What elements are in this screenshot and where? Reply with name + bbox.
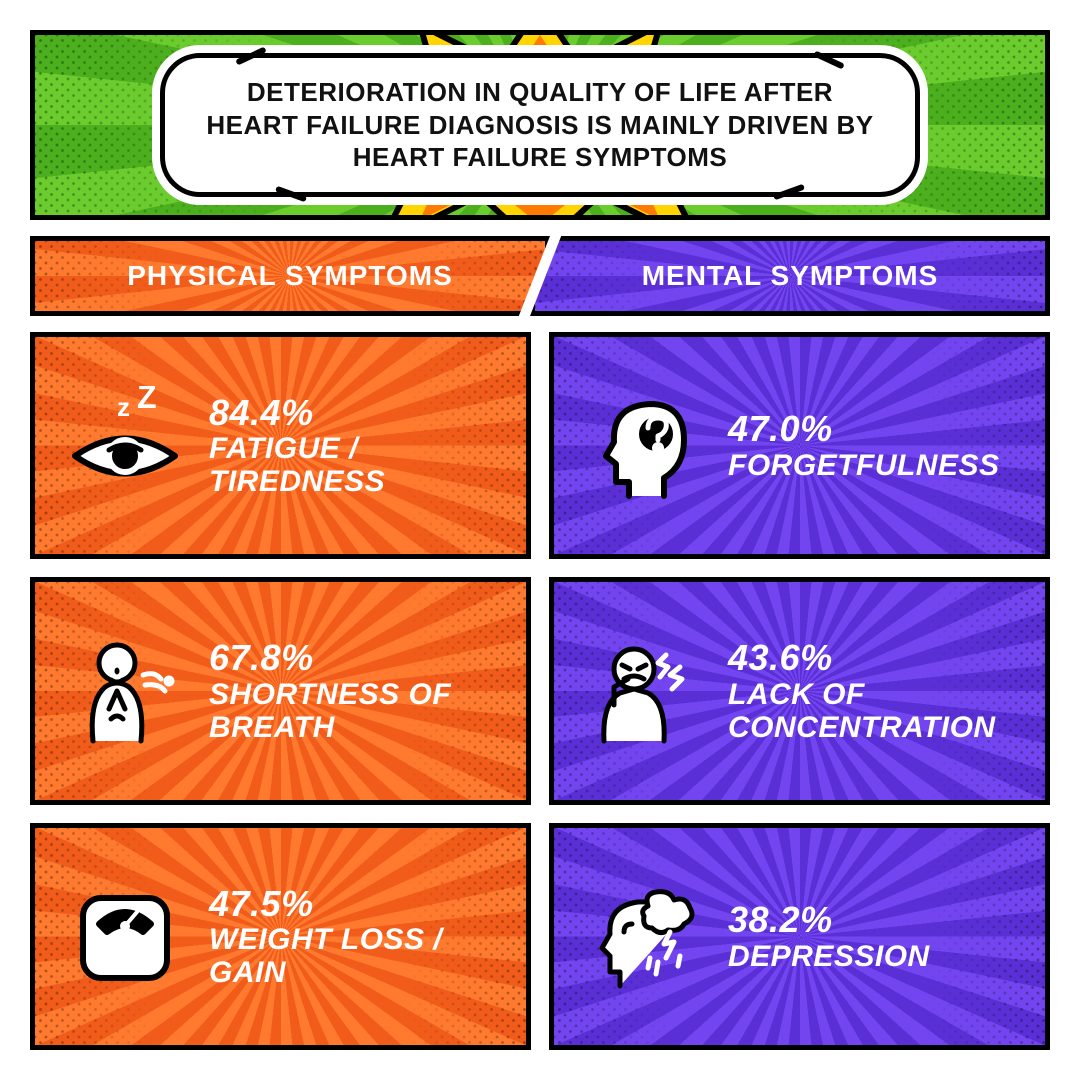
symptom-card-concentration: 43.6% LACK OF CONCENTRATION <box>549 577 1050 804</box>
symptom-percent: 43.6% <box>728 638 1015 678</box>
header-panel: DETERIORATION IN QUALITY OF LIFE AFTER H… <box>30 30 1050 220</box>
symptom-label: FATIGUE / TIREDNESS <box>209 432 496 498</box>
depression-icon <box>584 876 704 996</box>
header-title: DETERIORATION IN QUALITY OF LIFE AFTER H… <box>206 77 873 172</box>
symptom-percent: 84.4% <box>209 393 496 433</box>
symptom-card-weight: 47.5% WEIGHT LOSS / GAIN <box>30 823 531 1050</box>
symptom-card-breath: 67.8% SHORTNESS OF BREATH <box>30 577 531 804</box>
symptom-label: DEPRESSION <box>728 940 930 973</box>
symptom-label: WEIGHT LOSS / GAIN <box>209 923 496 989</box>
symptom-percent: 47.5% <box>209 884 496 924</box>
symptom-card-depression: 38.2% DEPRESSION <box>549 823 1050 1050</box>
symptom-percent: 38.2% <box>728 900 930 940</box>
scale-icon <box>65 876 185 996</box>
symptom-label: FORGETFULNESS <box>728 449 1000 482</box>
symptom-card-fatigue: z Z 84.4% FATIGUE / TIREDNESS <box>30 332 531 559</box>
infographic-canvas: DETERIORATION IN QUALITY OF LIFE AFTER H… <box>30 30 1050 1050</box>
symptom-grid: z Z 84.4% FATIGUE / TIREDNESS <box>30 332 1050 1050</box>
category-mental: MENTAL SYMPTOMS <box>530 236 1050 316</box>
head-question-icon <box>584 386 704 506</box>
sleepy-eye-icon: z Z <box>65 386 185 506</box>
headache-icon <box>584 631 704 751</box>
title-bubble: DETERIORATION IN QUALITY OF LIFE AFTER H… <box>160 53 920 197</box>
category-label: PHYSICAL SYMPTOMS <box>127 260 453 292</box>
svg-text:z: z <box>117 392 130 422</box>
symptom-card-forgetfulness: 47.0% FORGETFULNESS <box>549 332 1050 559</box>
category-physical: PHYSICAL SYMPTOMS <box>30 236 550 316</box>
symptom-percent: 67.8% <box>209 638 496 678</box>
symptom-label: LACK OF CONCENTRATION <box>728 678 1015 744</box>
symptom-percent: 47.0% <box>728 409 1000 449</box>
category-row: PHYSICAL SYMPTOMS MENTAL SYMPTOMS <box>30 236 1050 316</box>
symptom-label: SHORTNESS OF BREATH <box>209 678 496 744</box>
svg-text:Z: Z <box>137 386 157 415</box>
category-label: MENTAL SYMPTOMS <box>642 260 939 292</box>
breath-icon <box>65 631 185 751</box>
